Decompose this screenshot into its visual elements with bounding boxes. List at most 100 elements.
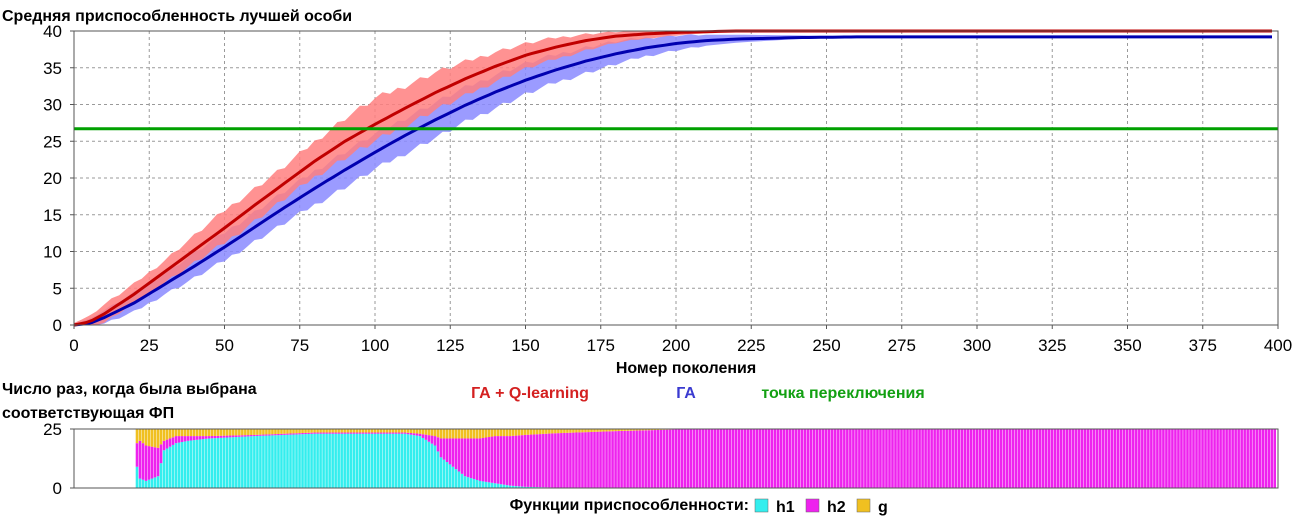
bar-g-77 — [304, 429, 307, 433]
bar-h2-293 — [954, 429, 957, 488]
legend-swatch-h1 — [754, 498, 769, 513]
bar-h1-87 — [334, 433, 337, 488]
bar-h2-384 — [1228, 429, 1231, 488]
bar-h2-77 — [304, 432, 307, 435]
bar-h1-125 — [448, 464, 452, 488]
bar-h2-158 — [548, 433, 551, 488]
bar-h2-347 — [1116, 429, 1120, 488]
bar-h1-103 — [382, 433, 386, 488]
bar-h2-386 — [1234, 429, 1237, 488]
bar-h2-261 — [858, 429, 861, 488]
bar-h2-279 — [912, 429, 915, 488]
bar-g-25 — [147, 429, 151, 447]
bar-h1-140 — [493, 483, 497, 488]
bar-h2-64 — [265, 434, 268, 436]
bar-h1-36 — [180, 441, 184, 488]
bar-h2-109 — [400, 432, 404, 434]
bar-g-192 — [650, 429, 653, 431]
bar-h1-128 — [457, 471, 461, 488]
bar-h2-379 — [1213, 429, 1216, 488]
bar-h2-354 — [1138, 429, 1141, 488]
bar-h1-89 — [340, 433, 343, 488]
bar-h2-213 — [713, 429, 717, 488]
bar-g-51 — [226, 429, 229, 436]
bar-h2-72 — [289, 433, 292, 435]
bar-h1-150 — [524, 486, 527, 488]
bar-h2-234 — [776, 429, 780, 488]
bar-h2-326 — [1053, 429, 1057, 488]
bar-h2-186 — [632, 430, 635, 488]
bar-h2-239 — [791, 429, 795, 488]
bar-h1-57 — [244, 436, 247, 488]
bar-h2-320 — [1035, 429, 1039, 488]
bar-h2-33 — [171, 437, 175, 445]
bar-h1-143 — [502, 484, 506, 488]
bar-h2-89 — [340, 432, 343, 434]
bar-g-176 — [602, 429, 605, 432]
bar-h2-295 — [960, 429, 963, 488]
bar-h2-382 — [1222, 429, 1225, 488]
bar-h1-51 — [226, 437, 229, 488]
bar-h1-41 — [195, 439, 199, 488]
bar-g-89 — [340, 429, 343, 433]
bar-h2-55 — [238, 435, 241, 437]
bar-h1-76 — [301, 434, 304, 488]
bar-h1-39 — [189, 440, 193, 488]
bar-h2-229 — [761, 429, 765, 488]
bar-g-124 — [445, 429, 449, 439]
bar-h2-398 — [1270, 429, 1274, 488]
bar-h2-78 — [307, 432, 310, 434]
bar-h2-250 — [825, 429, 828, 488]
bar-h2-362 — [1162, 429, 1165, 488]
bar-g-72 — [289, 429, 292, 434]
bar-h2-224 — [746, 429, 750, 488]
bar-g-134 — [475, 429, 479, 439]
bar-h2-147 — [514, 435, 518, 487]
bar-h2-154 — [536, 434, 539, 488]
bar-g-71 — [286, 429, 289, 434]
bar-h2-106 — [391, 432, 395, 434]
bar-h1-66 — [271, 435, 274, 488]
bar-h2-168 — [578, 432, 581, 488]
bar-h2-333 — [1074, 429, 1078, 488]
bar-g-104 — [385, 429, 389, 433]
bar-h2-389 — [1243, 429, 1246, 488]
bar-g-27 — [153, 429, 157, 448]
bar-h2-200 — [674, 429, 678, 488]
bar-h2-327 — [1056, 429, 1060, 488]
x-tick-label-0: 0 — [69, 336, 78, 355]
bar-g-56 — [241, 429, 244, 436]
bar-h1-151 — [527, 486, 530, 488]
bar-h2-181 — [617, 431, 620, 488]
bar-h2-281 — [918, 429, 921, 488]
bar-h1-126 — [451, 466, 455, 488]
bar-h2-43 — [201, 436, 205, 440]
bar-g-182 — [620, 429, 623, 431]
bar-h1-106 — [391, 433, 395, 488]
bar-g-149 — [520, 429, 524, 436]
bar-g-24 — [144, 429, 148, 446]
bar-h2-297 — [966, 429, 970, 488]
bar-h2-375 — [1201, 429, 1204, 488]
bar-g-111 — [406, 429, 410, 433]
bar-h1-138 — [487, 482, 491, 488]
bar-h1-33 — [171, 444, 175, 488]
bar-h2-179 — [611, 431, 614, 488]
bar-h2-153 — [533, 434, 536, 488]
bar-g-144 — [505, 429, 509, 437]
bar-h1-54 — [235, 437, 238, 488]
bar-g-167 — [575, 429, 578, 433]
bar-h2-292 — [951, 429, 954, 488]
bar-h2-369 — [1183, 429, 1186, 488]
bar-g-84 — [325, 429, 328, 433]
bar-h2-373 — [1195, 429, 1198, 488]
bar-g-105 — [388, 429, 392, 433]
bar-h2-237 — [785, 429, 789, 488]
bar-g-55 — [238, 429, 241, 436]
x-tick-label-400: 400 — [1264, 336, 1292, 355]
bar-h2-23 — [141, 443, 145, 480]
bar-h2-264 — [867, 429, 870, 488]
bar-g-26 — [150, 429, 154, 447]
bar-h2-367 — [1177, 429, 1180, 488]
bar-h2-280 — [915, 429, 918, 488]
